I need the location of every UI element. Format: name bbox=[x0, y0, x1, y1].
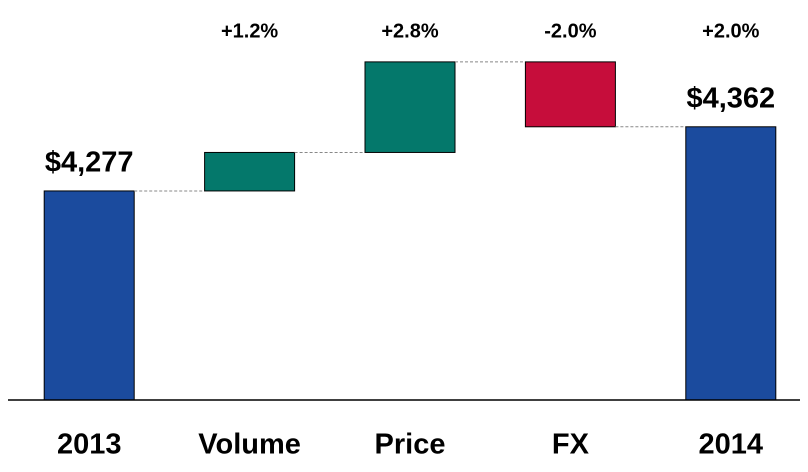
change-label: +1.2% bbox=[221, 20, 278, 42]
bar bbox=[364, 61, 456, 153]
x-tick-label: FX bbox=[552, 429, 590, 461]
value-label: $4,362 bbox=[686, 82, 775, 114]
x-tick-label: 2014 bbox=[699, 429, 764, 461]
change-label: -2.0% bbox=[544, 20, 596, 42]
bar bbox=[204, 151, 296, 192]
change-label: +2.8% bbox=[381, 20, 438, 42]
bar bbox=[524, 61, 616, 128]
value-label: $4,277 bbox=[45, 147, 134, 179]
bar bbox=[43, 190, 135, 401]
x-tick-label: 2013 bbox=[57, 429, 122, 461]
x-tick-label: Volume bbox=[198, 429, 301, 461]
x-tick-label: Price bbox=[375, 429, 446, 461]
bar bbox=[685, 126, 777, 401]
change-label: +2.0% bbox=[702, 20, 759, 42]
